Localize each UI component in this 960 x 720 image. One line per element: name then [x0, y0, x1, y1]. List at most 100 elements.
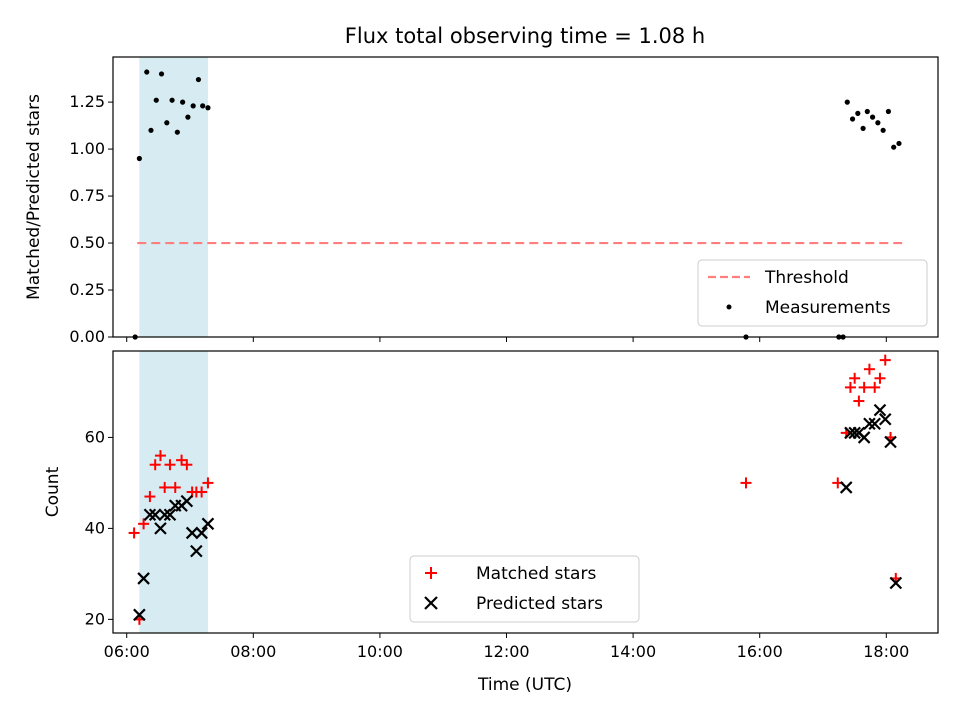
predicted-star-marker — [884, 435, 897, 449]
matched-star-marker — [844, 381, 856, 393]
predicted-star-marker — [143, 508, 157, 522]
predicted-star-marker — [148, 508, 162, 522]
top-legend-box — [697, 259, 928, 327]
matched-star-marker — [128, 527, 140, 539]
bottom-y-tick-label: 40 — [85, 518, 105, 537]
matched-star-marker — [849, 372, 861, 384]
predicted-star-stroke — [868, 417, 881, 431]
bottom-x-tick-label: 08:00 — [230, 642, 276, 661]
top-y-ticks: 0.00 0.25 0.50 0.75 1.00 1.25 — [69, 92, 113, 346]
predicted-star-stroke — [154, 522, 167, 535]
matched-star-marker — [863, 363, 875, 375]
top-panel: 0.00 0.25 0.50 0.75 1.00 1.25 Matched/Predict… — [24, 56, 939, 346]
matched-star-marker — [879, 354, 891, 366]
top-y-tick-label: 0.75 — [69, 186, 105, 205]
predicted-star-marker — [839, 481, 853, 494]
predicted-star-stroke — [163, 508, 177, 522]
measurement-point — [148, 127, 154, 133]
predicted-star-stroke — [143, 508, 157, 522]
matched-star-marker — [874, 372, 886, 384]
top-y-tick-label: 0.50 — [69, 233, 105, 252]
legend-predicted-label: Predicted stars — [476, 594, 603, 614]
measurement-point — [860, 125, 866, 132]
measurement-point — [875, 120, 881, 126]
chart-title: Flux total observing time = 1.08 h — [345, 24, 705, 48]
x-axis-label: Time (UTC) — [477, 675, 572, 695]
measurement-point — [153, 97, 159, 103]
top-legend: Threshold Measurements — [697, 259, 928, 327]
top-y-axis-label: Matched/Predicted stars — [24, 94, 44, 300]
matched-star-marker — [138, 518, 150, 530]
measurement-point — [864, 108, 870, 115]
predicted-star-marker — [158, 508, 171, 522]
bottom-axes-frame — [112, 350, 939, 634]
measurement-point — [180, 99, 186, 105]
predicted-star-marker — [190, 544, 203, 558]
measurement-point — [195, 76, 202, 83]
predicted-star-stroke — [180, 494, 194, 508]
matched-star-marker — [202, 477, 214, 489]
predicted-star-marker — [857, 431, 871, 444]
predicted-star-stroke — [201, 517, 215, 531]
predicted-star-marker — [868, 417, 881, 431]
bottom-x-tick-label: 06:00 — [104, 642, 150, 661]
predicted-star-stroke — [148, 508, 162, 522]
predicted-star-stroke — [857, 431, 871, 444]
predicted-star-marker — [154, 522, 167, 535]
top-axes-frame — [112, 56, 939, 338]
bottom-x-tick-label: 10:00 — [357, 642, 403, 661]
predicted-star-stroke — [137, 572, 150, 585]
predicted-star-marker — [137, 572, 150, 585]
predicted-star-stroke — [195, 526, 208, 540]
matched-star-marker — [196, 486, 208, 498]
matched-star-marker — [149, 459, 161, 471]
bottom-x-tick-label: 16:00 — [737, 642, 783, 661]
top-y-tick-label: 0.00 — [69, 327, 105, 346]
measurement-point — [190, 103, 196, 109]
measurement-point — [849, 116, 856, 122]
bottom-x-tick-label: 14:00 — [610, 642, 656, 661]
predicted-star-stroke — [884, 435, 897, 449]
predicted-star-stroke — [878, 412, 892, 426]
matched-star-marker — [740, 477, 752, 489]
measurement-point — [185, 114, 191, 120]
measurement-point — [164, 120, 170, 126]
legend-matched-label: Matched stars — [476, 564, 596, 584]
legend-measurements-swatch — [726, 304, 732, 310]
matched-star-marker — [869, 381, 881, 393]
predicted-stars-points — [133, 403, 903, 622]
predicted-star-marker — [863, 417, 876, 431]
predicted-star-marker — [133, 608, 146, 622]
matched-star-marker — [144, 491, 156, 503]
predicted-star-stroke — [190, 544, 203, 558]
top-y-tick-label: 0.25 — [69, 280, 105, 299]
predicted-star-stroke — [133, 608, 146, 622]
predicted-star-stroke — [863, 417, 876, 431]
bottom-y-tick-label: 60 — [85, 427, 105, 446]
predicted-star-stroke — [158, 508, 171, 522]
predicted-star-marker — [848, 426, 861, 440]
legend-measurements-label: Measurements — [765, 298, 891, 318]
measurement-point — [136, 155, 142, 162]
measurement-point — [169, 97, 175, 103]
measurement-points — [132, 69, 902, 340]
predicted-star-marker — [180, 494, 194, 508]
bottom-y-axis-label: Count — [43, 466, 63, 517]
predicted-star-stroke — [185, 526, 199, 540]
measurement-point — [896, 140, 902, 147]
measurement-point — [844, 99, 850, 105]
measurement-point — [144, 69, 150, 75]
measurement-point — [158, 71, 165, 77]
measurement-point — [855, 110, 861, 116]
bottom-x-tick-label: 12:00 — [483, 642, 529, 661]
measurement-point — [200, 103, 206, 109]
top-y-tick-label: 1.00 — [69, 139, 105, 158]
bottom-x-ticks: 06:00 08:00 10:00 12:00 14:00 16:00 18:00 — [104, 633, 909, 661]
bottom-legend-box — [409, 555, 640, 623]
predicted-star-marker — [889, 576, 903, 590]
top-x-ticks — [126, 337, 887, 342]
predicted-star-marker — [201, 517, 215, 531]
bottom-y-ticks: 20 40 60 — [85, 427, 113, 628]
predicted-star-stroke — [873, 403, 887, 417]
